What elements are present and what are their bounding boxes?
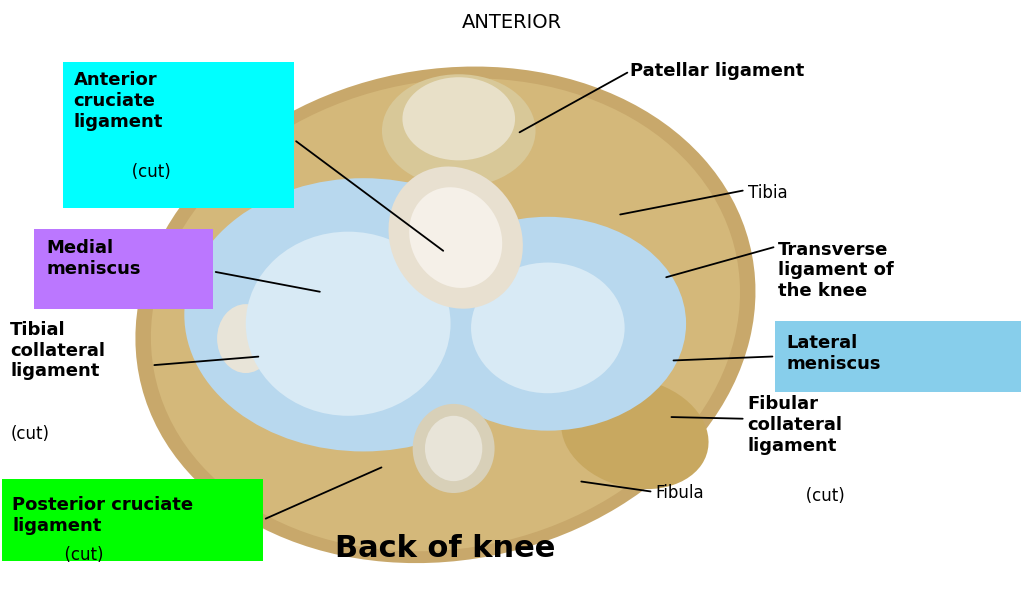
Ellipse shape: [402, 77, 515, 160]
Ellipse shape: [184, 178, 543, 451]
FancyBboxPatch shape: [34, 229, 213, 309]
FancyBboxPatch shape: [63, 62, 294, 208]
Text: Back of knee: Back of knee: [335, 534, 556, 563]
Text: Transverse
ligament of
the knee: Transverse ligament of the knee: [778, 241, 894, 300]
Ellipse shape: [410, 187, 502, 288]
Text: Fibular
collateral
ligament: Fibular collateral ligament: [748, 395, 843, 454]
Ellipse shape: [205, 291, 287, 386]
Ellipse shape: [246, 232, 451, 416]
FancyBboxPatch shape: [775, 321, 1021, 392]
Text: Posterior cruciate
ligament: Posterior cruciate ligament: [12, 496, 194, 535]
Text: Fibula: Fibula: [655, 484, 703, 502]
Text: Tibia: Tibia: [748, 184, 787, 202]
Text: (cut): (cut): [12, 546, 103, 564]
Ellipse shape: [388, 166, 523, 309]
Ellipse shape: [561, 378, 709, 489]
Text: Anterior
cruciate
ligament: Anterior cruciate ligament: [74, 71, 163, 131]
Ellipse shape: [151, 78, 740, 551]
Ellipse shape: [135, 67, 756, 563]
Ellipse shape: [413, 404, 495, 493]
Ellipse shape: [382, 74, 536, 187]
Text: (cut): (cut): [748, 487, 844, 505]
Text: Tibial
collateral
ligament: Tibial collateral ligament: [10, 321, 105, 380]
Ellipse shape: [471, 263, 625, 393]
Text: (cut): (cut): [10, 425, 49, 443]
FancyBboxPatch shape: [2, 479, 263, 561]
Ellipse shape: [425, 416, 482, 481]
Text: (cut): (cut): [74, 163, 170, 181]
Ellipse shape: [410, 217, 686, 431]
Ellipse shape: [217, 304, 274, 373]
Text: Medial
meniscus: Medial meniscus: [46, 239, 140, 277]
Text: ANTERIOR: ANTERIOR: [462, 13, 562, 32]
Text: Patellar ligament: Patellar ligament: [630, 62, 804, 80]
Text: Lateral
meniscus: Lateral meniscus: [786, 334, 881, 372]
